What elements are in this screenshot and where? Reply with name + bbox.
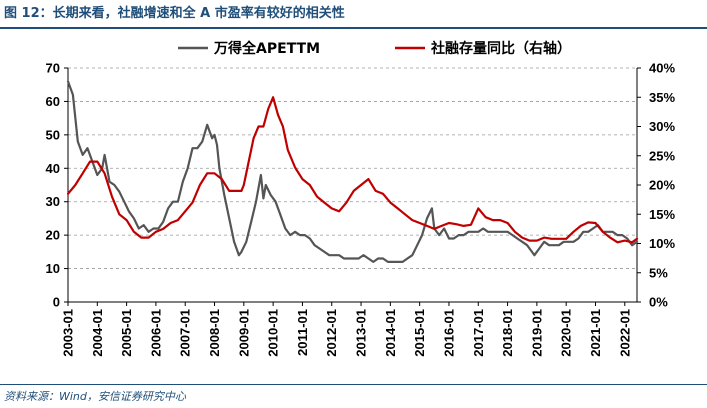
left-tick-label: 60 [46,94,60,109]
x-tick-label: 2022-01 [617,309,632,357]
x-tick-label: 2021-01 [588,309,603,357]
figure-title: 图 12：长期来看，社融增速和全 A 市盈率有较好的相关性 [4,6,345,21]
legend-item-pe-label: 万得全APETTM [213,40,320,57]
right-tick-label: 10% [649,236,675,251]
right-tick-label: 5% [649,265,668,280]
legend-item-tsf-label: 社融存量同比（右轴） [430,40,571,57]
left-tick-label: 10 [46,261,60,276]
x-tick-label: 2016-01 [441,309,456,357]
right-tick-label: 20% [649,178,675,193]
title-rule [0,27,707,29]
right-tick-label: 0% [649,295,668,310]
grid-lines [68,67,637,269]
left-tick-label: 20 [46,228,60,243]
x-tick-label: 2009-01 [236,309,251,357]
source-rule [0,384,707,385]
legend: 万得全APETTM 社融存量同比（右轴） [178,40,571,57]
x-tick-label: 2006-01 [148,309,163,357]
right-axis-ticks: 0% 5% 10% 15% 20% 25% 30% 35% 40% [649,61,675,310]
left-tick-label: 50 [46,127,60,142]
left-tick-label: 40 [46,161,60,176]
left-axis-ticks: 0 10 20 30 40 50 60 70 [46,61,60,310]
x-tick-label: 2005-01 [119,309,134,357]
x-axis-ticks: 2003-01 2004-01 2005-01 2006-01 2007-01 2008-… [61,309,633,357]
x-tick-label: 2011-01 [295,309,310,356]
left-tick-label: 30 [46,194,60,209]
x-tick-label: 2003-01 [61,309,76,357]
right-tick-label: 25% [649,148,675,163]
tsf-series-line [66,96,639,244]
x-tick-label: 2010-01 [266,309,281,357]
x-tick-label: 2018-01 [500,309,515,357]
x-tick-label: 2007-01 [178,309,193,357]
x-tick-label: 2015-01 [412,309,427,357]
left-tick-label: 70 [46,61,60,76]
left-tick-label: 0 [53,295,60,310]
x-tick-label: 2019-01 [529,309,544,357]
line-chart: 0 10 20 30 40 50 60 70 0% 5% 10% 15% 20% 25% 30% 35% 40… [46,40,676,357]
x-tick-label: 2017-01 [471,309,486,357]
right-tick-label: 30% [649,119,675,134]
x-tick-label: 2012-01 [324,309,339,357]
right-tick-label: 35% [649,90,675,105]
pe-series-line [66,80,639,263]
x-tick-label: 2008-01 [207,309,222,357]
source-note: 资料来源：Wind，安信证券研究中心 [4,390,186,403]
x-tick-label: 2013-01 [354,309,369,357]
right-tick-label: 40% [649,61,675,76]
x-tick-label: 2014-01 [383,309,398,357]
x-tick-label: 2020-01 [559,309,574,357]
axes [64,67,641,306]
x-tick-label: 2004-01 [90,309,105,357]
right-tick-label: 15% [649,207,675,222]
series-lines [66,80,639,263]
